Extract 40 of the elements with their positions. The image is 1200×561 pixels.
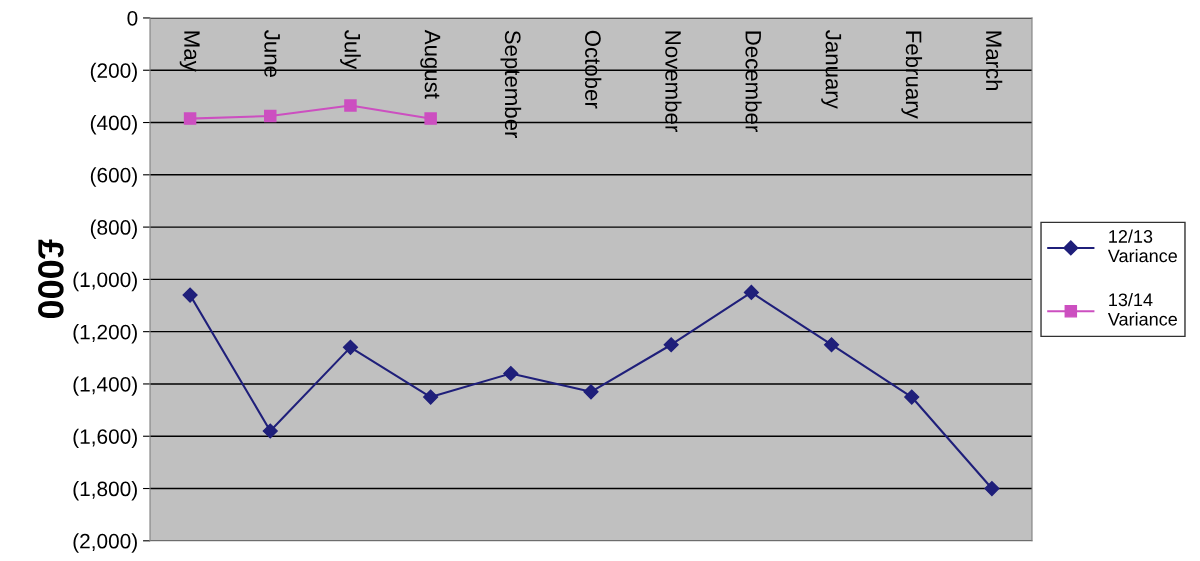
x-tick-label: October — [585, 30, 602, 109]
point — [743, 284, 759, 301]
x-tick-label: March — [985, 31, 1003, 91]
x-tick-label: May — [179, 31, 200, 72]
point — [423, 389, 439, 405]
point — [262, 423, 278, 439]
y-tick-label: (200) — [90, 62, 137, 83]
point — [583, 384, 599, 400]
point — [503, 365, 519, 382]
point — [424, 112, 437, 125]
y-tick-label: (1,600) — [73, 428, 137, 449]
point — [344, 99, 357, 112]
x-tick-label: January — [821, 30, 842, 109]
point — [823, 337, 840, 353]
y-tick-label: (1,200) — [73, 324, 137, 344]
x-tick-label: August — [420, 29, 441, 99]
legend-label: 12/13 Variance — [1107, 229, 1177, 263]
point — [663, 337, 679, 353]
y-tick-label: (1,400) — [73, 376, 137, 396]
y-tick-label: 0 — [127, 10, 138, 26]
x-tick-label: December — [745, 31, 762, 132]
point — [182, 287, 198, 303]
x-tick-label: February — [901, 31, 923, 119]
x-tick-label: July — [340, 30, 361, 70]
legend-label: 13/14 Variance — [1107, 292, 1177, 326]
point — [342, 339, 359, 355]
point — [984, 480, 1000, 497]
y-tick-label: (1,800) — [73, 480, 137, 501]
y-tick-label: (400) — [90, 114, 137, 135]
y-tick-label: (800) — [90, 219, 137, 239]
x-tick-label: September — [500, 30, 522, 139]
y-tick-label: (2,000) — [73, 533, 137, 553]
y-tick-label: (600) — [90, 167, 137, 187]
point — [264, 109, 277, 123]
point — [904, 389, 920, 405]
x-tick-label: June — [264, 30, 280, 77]
x-tick-label: November — [665, 31, 682, 132]
point — [183, 112, 197, 125]
y-tick-label: (1,000) — [73, 271, 137, 292]
y-axis-title: £000 — [38, 239, 64, 319]
